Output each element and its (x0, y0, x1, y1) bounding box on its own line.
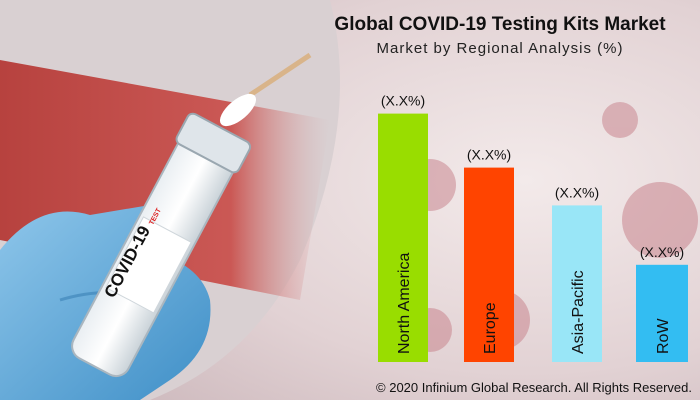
category-label: Asia-Pacific (570, 270, 587, 354)
data-label: (X.X%) (381, 93, 425, 109)
data-label: (X.X%) (555, 184, 599, 200)
test-tube (71, 112, 252, 378)
category-label: North America (396, 253, 413, 354)
chart-subtitle: Market by Regional Analysis (%) (376, 40, 624, 57)
bar-north-america (378, 113, 428, 362)
bar-row (636, 264, 688, 362)
bar-asia-pacific (552, 205, 602, 362)
chart-title: Global COVID-19 Testing Kits Market (334, 14, 666, 35)
bar-europe (464, 167, 514, 362)
data-label: (X.X%) (640, 244, 684, 260)
copyright-footer: © 2020 Infinium Global Research. All Rig… (376, 380, 692, 395)
data-label: (X.X%) (467, 147, 511, 163)
category-label: Europe (482, 302, 499, 354)
swab (219, 52, 312, 127)
category-label: RoW (655, 318, 672, 354)
